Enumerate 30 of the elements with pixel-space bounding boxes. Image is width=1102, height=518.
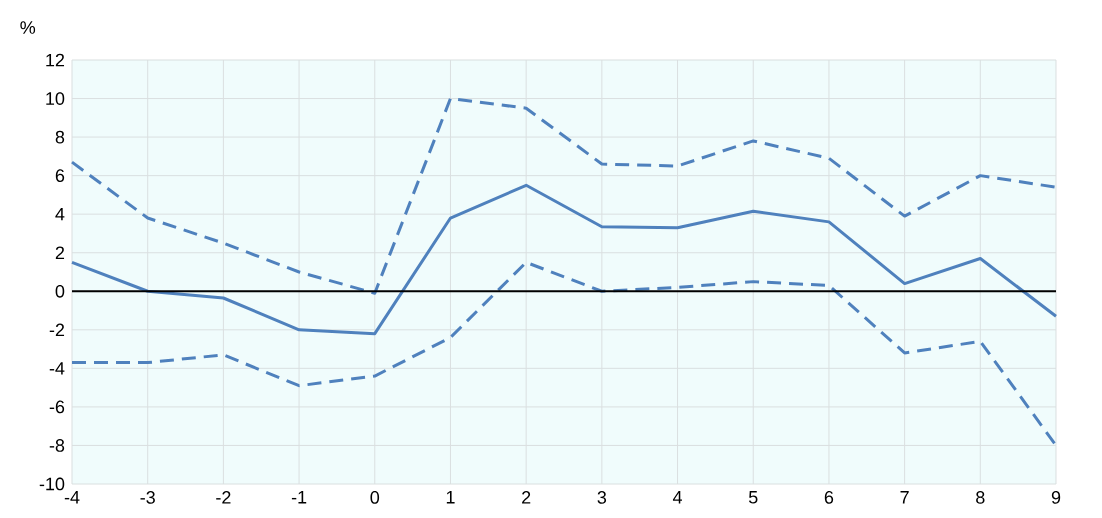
x-tick-label: -4 — [64, 491, 80, 504]
y-tick-label: 6 — [55, 169, 65, 183]
x-tick-label: 5 — [748, 491, 758, 504]
x-tick-label: 9 — [1051, 491, 1061, 504]
x-tick-label: 8 — [976, 491, 985, 504]
y-tick-label: 4 — [55, 207, 65, 221]
y-tick-label: 0 — [55, 284, 65, 298]
y-tick-label: 12 — [46, 53, 65, 67]
x-tick-label: -2 — [216, 491, 231, 504]
y-tick-label: 10 — [46, 92, 65, 105]
line-series — [70, 183, 1058, 336]
x-tick-label: 0 — [370, 491, 380, 504]
y-tick-label: -8 — [49, 439, 65, 452]
y-tick-label: -4 — [49, 362, 65, 375]
y-tick-label: -2 — [49, 323, 65, 337]
y-tick-label: -6 — [49, 400, 65, 414]
x-tick-label: -3 — [140, 491, 155, 504]
y-axis-title: % — [20, 21, 36, 34]
x-tick-label: 7 — [900, 491, 909, 504]
x-tick-label: 6 — [824, 491, 834, 504]
x-tick-label: 4 — [672, 491, 683, 504]
x-tick-label: 3 — [597, 491, 607, 504]
y-tick-label: -10 — [39, 477, 65, 491]
line-series — [70, 260, 1058, 447]
x-tick-label: -1 — [291, 491, 307, 504]
x-tick-label: 2 — [522, 491, 531, 504]
y-tick-label: 2 — [55, 246, 65, 259]
x-tick-label: 1 — [446, 491, 455, 504]
y-tick-label: 8 — [55, 130, 65, 144]
line-series — [70, 97, 1058, 295]
